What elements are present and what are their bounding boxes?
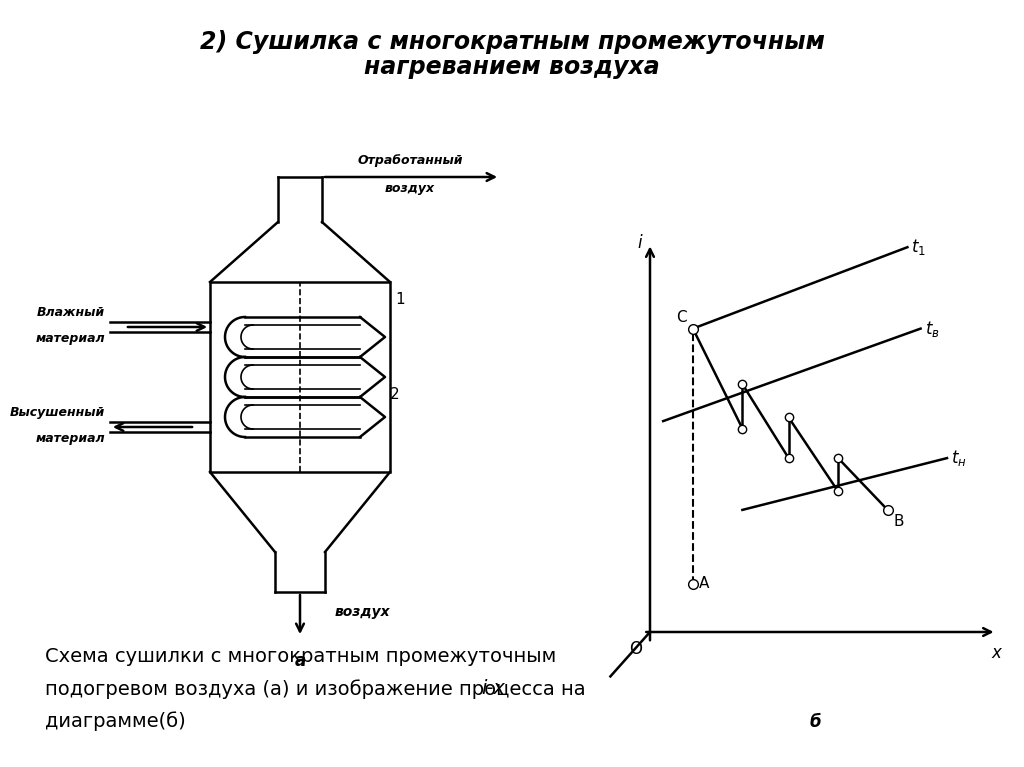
Text: x: x: [991, 644, 1001, 662]
Text: материал: материал: [36, 332, 105, 345]
Text: диаграмме(б): диаграмме(б): [45, 711, 185, 731]
Text: Отработанный: Отработанный: [357, 154, 463, 167]
Text: воздух: воздух: [335, 605, 390, 619]
Text: O: O: [629, 640, 642, 658]
Text: материал: материал: [36, 432, 105, 445]
Text: i-x: i-x: [481, 679, 505, 698]
Text: 1: 1: [395, 292, 404, 307]
Text: $t_н$: $t_н$: [951, 448, 967, 468]
Text: 2) Сушилка с многократным промежуточным: 2) Сушилка с многократным промежуточным: [200, 30, 824, 54]
Text: подогревом воздуха (а) и изображение процесса на: подогревом воздуха (а) и изображение про…: [45, 679, 592, 699]
Bar: [210, 282, 390, 472]
Text: B: B: [894, 514, 904, 529]
Text: а: а: [294, 652, 305, 670]
Text: Влажный: Влажный: [37, 306, 105, 319]
Text: Схема сушилки с многократным промежуточным: Схема сушилки с многократным промежуточн…: [45, 647, 556, 666]
Text: 2: 2: [390, 387, 399, 402]
Text: i: i: [637, 235, 642, 252]
Text: $t_1$: $t_1$: [911, 237, 927, 257]
Text: Высушенный: Высушенный: [10, 406, 105, 419]
Text: $t_в$: $t_в$: [925, 318, 939, 338]
Text: б: б: [809, 713, 821, 732]
Text: C: C: [676, 310, 687, 324]
Text: нагреванием воздуха: нагреванием воздуха: [365, 55, 659, 79]
Text: A: A: [699, 576, 710, 591]
Text: воздух: воздух: [385, 182, 435, 195]
